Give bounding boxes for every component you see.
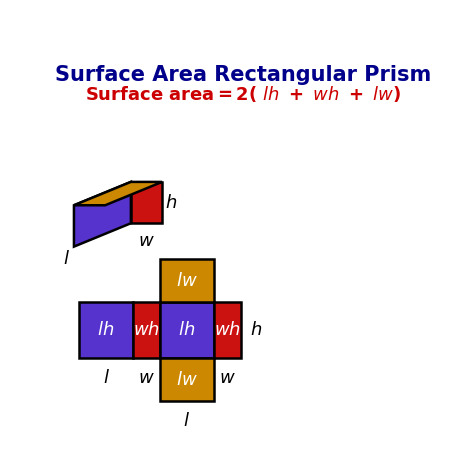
Text: $\mathit{h}$: $\mathit{h}$ bbox=[165, 194, 177, 212]
Polygon shape bbox=[74, 182, 131, 247]
Bar bbox=[160, 358, 213, 401]
Text: $\mathbf{\mathit{wh}}$: $\mathbf{\mathit{wh}}$ bbox=[214, 321, 241, 339]
Text: $\mathbf{\mathit{lh}}$: $\mathbf{\mathit{lh}}$ bbox=[178, 321, 195, 339]
Text: $\mathbf{\mathit{h}}$: $\mathbf{\mathit{h}}$ bbox=[250, 321, 263, 339]
Bar bbox=[213, 302, 241, 358]
Text: $\mathbf{\mathit{lw}}$: $\mathbf{\mathit{lw}}$ bbox=[176, 371, 198, 389]
Text: $\mathbf{\mathit{w}}$: $\mathbf{\mathit{w}}$ bbox=[138, 369, 155, 387]
Text: $\mathbf{Surface\ area = 2(\ }$$\mathbf{\mathit{lh}}$$\mathbf{\ +\ }$$\mathbf{\m: $\mathbf{Surface\ area = 2(\ }$$\mathbf{… bbox=[85, 84, 401, 104]
Bar bbox=[133, 302, 160, 358]
Bar bbox=[160, 259, 213, 302]
Text: $\mathbf{\mathit{lw}}$: $\mathbf{\mathit{lw}}$ bbox=[176, 272, 198, 290]
Text: $\mathit{w}$: $\mathit{w}$ bbox=[138, 232, 155, 250]
Bar bbox=[80, 302, 133, 358]
Text: $\mathbf{\mathit{w}}$: $\mathbf{\mathit{w}}$ bbox=[219, 369, 236, 387]
Text: $\mathbf{\mathit{l}}$: $\mathbf{\mathit{l}}$ bbox=[183, 412, 191, 430]
Text: $\mathbf{\mathit{lh}}$: $\mathbf{\mathit{lh}}$ bbox=[98, 321, 115, 339]
Text: $\mathbf{\mathit{wh}}$: $\mathbf{\mathit{wh}}$ bbox=[133, 321, 160, 339]
Text: Surface Area Rectangular Prism: Surface Area Rectangular Prism bbox=[55, 65, 431, 85]
Bar bbox=[160, 302, 213, 358]
Polygon shape bbox=[131, 182, 162, 223]
Polygon shape bbox=[74, 182, 162, 205]
Text: $\mathbf{\mathit{l}}$: $\mathbf{\mathit{l}}$ bbox=[103, 369, 109, 387]
Text: $\mathit{l}$: $\mathit{l}$ bbox=[63, 250, 70, 268]
